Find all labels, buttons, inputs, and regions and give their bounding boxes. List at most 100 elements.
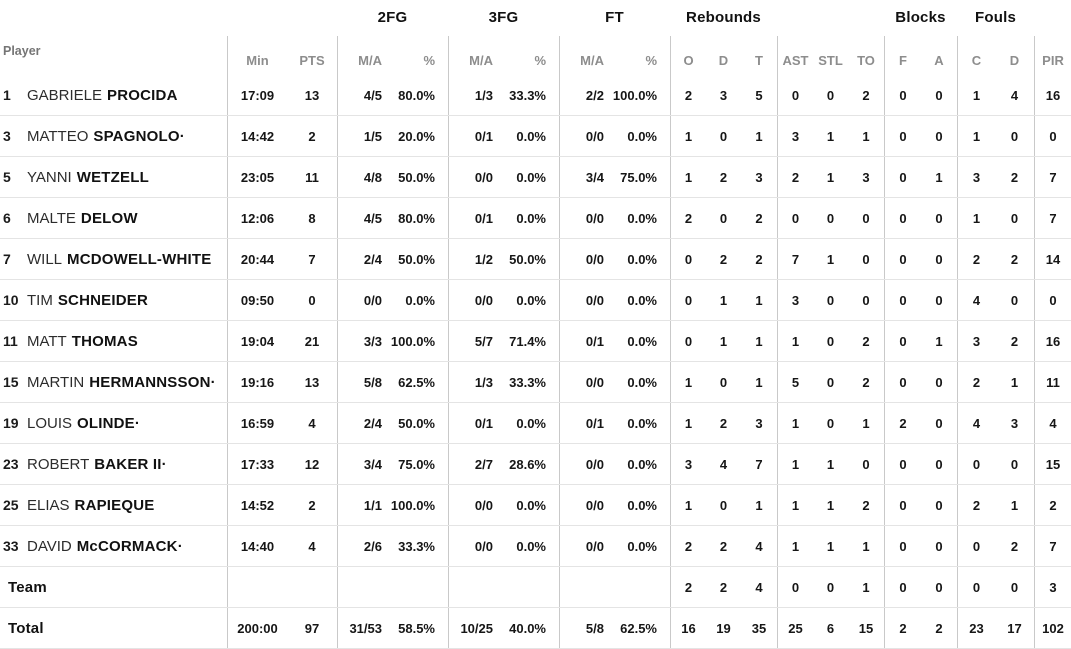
stat-cell-pir: 14 [1034,239,1071,279]
column-header-3fg-ma: M/A [448,36,503,75]
player-number: 10 [3,292,19,308]
stat-cell-ast: 0 [777,198,813,238]
stat-cell-stl: 0 [826,579,835,595]
stat-cell-pir: 11 [1034,362,1071,402]
table-row: 7 WILL MCDOWELL-WHITE 20:44 7 2/4 50.0% 1/2 50.0… [0,239,1071,280]
player-cell[interactable]: 10 TIM SCHNEIDER [0,280,227,320]
player-number: 11 [3,333,18,349]
player-first-name: ROBERT [27,455,90,473]
stat-cell-3fg-pct: 0.0% [516,210,546,226]
stat-cell-3fg-ma: 0/0 [448,280,503,320]
table-row: 25 ELIAS RAPIEQUE 14:52 2 1/1 100.0% 0/0 0.0% 0/0… [0,485,1071,526]
column-header-2fg-ma: M/A [337,36,392,75]
stat-cell-ft-ma: 0/0 [559,362,614,402]
stat-cell-blk-f: 0 [884,239,921,279]
table-row: 15 MARTIN HERMANNSSON· 19:16 13 5/8 62.5% 1/3 33… [0,362,1071,403]
stat-cell-pir: 16 [1034,75,1071,115]
stat-cell-ft-ma: 5/8 [559,608,614,648]
player-cell: Team [0,567,227,607]
table-row: 19 LOUIS OLINDE· 16:59 4 2/4 50.0% 0/1 0.0% 0/1 0.… [0,403,1071,444]
stat-cell-min: 19:16 [227,362,287,402]
table-subheader: Player Min PTS M/A% M/A% M/A% O D T AST STL TO F A C D… [0,36,1071,75]
group-header-2fg: 2FG [377,9,408,26]
player-cell[interactable]: 7 WILL MCDOWELL-WHITE [0,239,227,279]
player-first-name: YANNI [27,168,72,186]
player-last-name: Total [8,619,44,637]
stat-cell-ft-pct: 75.0% [620,169,657,185]
stat-cell-ast: 3 [777,280,813,320]
player-last-name: BAKER II· [94,455,167,473]
column-header-ft-ma: M/A [559,36,614,75]
stat-cell-foul-d: 0 [1010,128,1019,144]
column-header-blk-f: F [884,36,921,75]
stat-cell-reb-o: 0 [670,280,706,320]
stat-cell-3fg-pct: 0.0% [516,538,546,554]
stat-cell-2fg-ma: 0/0 [337,280,392,320]
stat-cell-foul-c: 4 [957,403,995,443]
column-header-to: TO [857,53,875,68]
stat-cell-ft-pct: 0.0% [627,292,657,308]
stat-cell-ft-pct [614,567,670,607]
stat-cell-2fg-ma: 5/8 [337,362,392,402]
stat-cell-foul-d: 0 [1010,456,1019,472]
stat-cell-2fg-pct: 80.0% [398,210,435,226]
player-cell[interactable]: 33 DAVID McCORMACK· [0,526,227,566]
stat-cell-foul-c: 2 [957,239,995,279]
stat-cell-2fg-ma: 2/6 [337,526,392,566]
stat-cell-min: 14:52 [227,485,287,525]
stat-cell-pts: 12 [304,456,320,472]
stat-cell-ft-pct: 0.0% [627,497,657,513]
stat-cell-ft-ma: 2/2 [559,75,614,115]
stat-cell-2fg-pct [392,567,448,607]
player-cell[interactable]: 3 MATTEO SPAGNOLO· [0,116,227,156]
stat-cell-2fg-ma: 4/8 [337,157,392,197]
stat-cell-to: 0 [862,292,870,308]
table-row: 23 ROBERT BAKER II· 17:33 12 3/4 75.0% 2/7 28.6%… [0,444,1071,485]
stat-cell-ft-ma: 0/0 [559,116,614,156]
column-header-ft-pct: % [645,53,657,68]
stat-cell-min: 16:59 [227,403,287,443]
player-cell[interactable]: 19 LOUIS OLINDE· [0,403,227,443]
player-cell[interactable]: 6 MALTE DELOW [0,198,227,238]
stat-cell-reb-d: 2 [719,415,728,431]
table-body: 1 GABRIELE PROCIDA 17:09 13 4/5 80.0% 1/3 33.3% 2… [0,75,1071,649]
stat-cell-2fg-pct: 100.0% [390,497,435,513]
player-last-name: PROCIDA [107,86,178,104]
player-cell[interactable]: 11 MATT THOMAS [0,321,227,361]
player-last-name: DELOW [80,209,138,227]
stat-cell-3fg-ma: 1/2 [448,239,503,279]
stat-cell-pts: 4 [308,538,316,554]
stat-cell-to: 0 [862,456,870,472]
player-cell[interactable]: 25 ELIAS RAPIEQUE [0,485,227,525]
stat-cell-stl: 1 [826,456,835,472]
stat-cell-3fg-ma: 0/1 [448,403,503,443]
stat-cell-stl: 0 [826,374,835,390]
stat-cell-foul-d: 1 [1010,497,1019,513]
player-first-name: ELIAS [27,496,70,514]
player-cell[interactable]: 1 GABRIELE PROCIDA [0,75,227,115]
player-cell[interactable]: 5 YANNI WETZELL [0,157,227,197]
stat-cell-2fg-ma: 2/4 [337,403,392,443]
stat-cell-3fg-pct: 0.0% [516,128,546,144]
stat-cell-foul-d: 0 [1010,579,1019,595]
stat-cell-3fg-pct: 0.0% [516,169,546,185]
stat-cell-stl: 1 [826,251,835,267]
stat-cell-min: 17:09 [227,75,287,115]
stat-cell-reb-o: 0 [670,321,706,361]
stat-cell-2fg-pct: 80.0% [398,87,435,103]
stat-cell-stl: 1 [826,128,835,144]
stat-cell-stl: 0 [826,333,835,349]
stat-cell-3fg-pct: 33.3% [509,374,546,390]
stat-cell-2fg-ma: 31/53 [337,608,392,648]
table-row: 3 MATTEO SPAGNOLO· 14:42 2 1/5 20.0% 0/1 0.0% 0/0… [0,116,1071,157]
player-number: 19 [3,415,19,431]
stat-cell-blk-a: 0 [935,415,943,431]
stat-cell-2fg-ma: 1/1 [337,485,392,525]
stat-cell-blk-a: 0 [935,210,943,226]
stat-cell-reb-d: 4 [719,456,728,472]
player-cell[interactable]: 23 ROBERT BAKER II· [0,444,227,484]
player-cell[interactable]: 15 MARTIN HERMANNSSON· [0,362,227,402]
stat-cell-reb-t: 1 [755,128,763,144]
stat-cell-foul-c: 4 [957,280,995,320]
stat-cell-min: 200:00 [227,608,287,648]
